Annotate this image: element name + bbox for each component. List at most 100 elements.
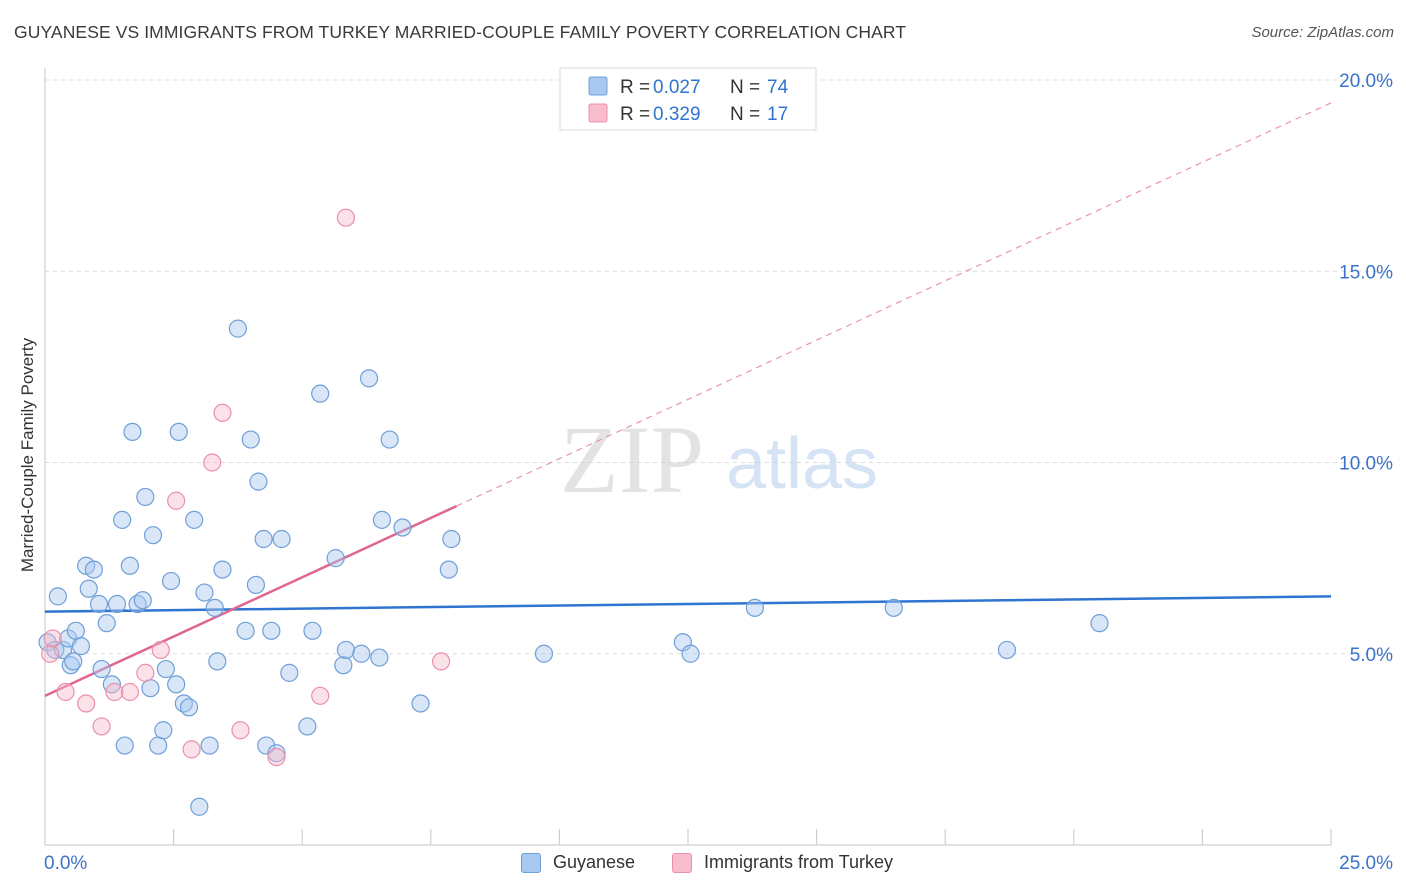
point-blue-62 [380, 430, 399, 449]
x-tick-label-1: 25.0% [1339, 853, 1393, 874]
trend-line-extension-1 [456, 102, 1332, 507]
point-blue-49 [267, 744, 286, 763]
point-blue-70 [745, 598, 764, 617]
point-pink-7 [136, 663, 155, 682]
legend-n-label-0: N = [730, 77, 760, 98]
point-pink-13 [231, 721, 250, 740]
point-blue-44 [246, 575, 266, 595]
trend-line-1 [44, 504, 458, 697]
point-blue-29 [161, 571, 181, 591]
point-blue-50 [272, 529, 291, 549]
point-blue-8 [71, 636, 91, 656]
point-blue-66 [442, 529, 461, 549]
point-blue-20 [123, 422, 142, 441]
legend-swatch-guyanese [521, 852, 541, 873]
stats-legend: R = 0.027 N = 74 R = 0.329 N = 17 [559, 67, 817, 131]
tick-labels: 5.0% 10.0% 15.0% 20.0% 0.0% 25.0% [44, 71, 1393, 874]
point-pink-14 [267, 747, 286, 767]
point-blue-10 [79, 579, 98, 598]
point-blue-23 [136, 487, 155, 507]
point-pink-4 [92, 717, 111, 736]
point-blue-72 [997, 640, 1017, 660]
legend-swatch-turkey [672, 852, 692, 873]
point-pink-6 [120, 682, 139, 702]
point-blue-57 [336, 640, 356, 660]
point-blue-18 [115, 736, 134, 755]
x-tick-label-0: 0.0% [44, 853, 87, 874]
point-blue-25 [143, 526, 163, 545]
point-pink-8 [151, 640, 170, 660]
watermark: ZIP atlas [560, 406, 878, 513]
y-tick-label-3: 20.0% [1339, 71, 1393, 92]
legend-r-value-1: 0.329 [653, 104, 701, 125]
point-pink-5 [105, 682, 124, 702]
legend-item-turkey[interactable]: Immigrants from Turkey [672, 852, 893, 873]
point-blue-6 [64, 652, 83, 671]
legend-swatch-turkey [588, 103, 608, 123]
point-blue-56 [334, 656, 353, 675]
point-blue-14 [97, 614, 116, 633]
point-pink-15 [311, 686, 330, 705]
point-blue-61 [372, 510, 392, 529]
point-blue-42 [236, 621, 255, 640]
point-pink-10 [182, 740, 201, 759]
source-label: Source: ZipAtlas.com [1251, 24, 1394, 41]
point-blue-19 [120, 556, 139, 575]
data-points [38, 208, 1109, 816]
point-blue-43 [241, 430, 260, 449]
point-blue-37 [200, 736, 219, 755]
trend-line-0 [44, 595, 1332, 613]
legend-r-label-1: R = [620, 104, 650, 125]
point-blue-54 [311, 384, 330, 403]
point-blue-48 [262, 621, 281, 640]
point-blue-33 [179, 698, 199, 717]
point-blue-71 [884, 598, 903, 617]
point-pink-3 [77, 694, 96, 713]
point-blue-28 [156, 659, 175, 679]
point-blue-52 [298, 717, 317, 736]
legend-n-value-0: 74 [767, 77, 789, 98]
point-blue-30 [167, 675, 186, 694]
point-blue-51 [280, 663, 299, 682]
point-blue-46 [254, 529, 273, 549]
point-pink-17 [336, 208, 356, 227]
axes [44, 68, 1332, 846]
point-blue-17 [113, 510, 132, 529]
point-blue-45 [249, 472, 268, 491]
point-blue-55 [326, 549, 345, 568]
legend-r-label-0: R = [620, 77, 650, 98]
point-blue-22 [133, 591, 152, 610]
point-blue-2 [48, 587, 67, 606]
legend-n-label-1: N = [730, 104, 760, 125]
point-blue-27 [154, 721, 173, 740]
point-blue-67 [534, 644, 554, 663]
legend-n-value-1: 17 [767, 104, 788, 125]
point-pink-9 [167, 491, 186, 510]
legend-label-guyanese: Guyanese [553, 852, 636, 872]
legend-item-guyanese[interactable]: Guyanese [521, 852, 635, 873]
y-tick-label-0: 5.0% [1350, 645, 1393, 666]
point-blue-40 [213, 560, 232, 579]
point-blue-64 [411, 694, 430, 713]
point-blue-36 [195, 583, 214, 602]
point-blue-53 [303, 621, 322, 640]
chart-title: GUYANESE VS IMMIGRANTS FROM TURKEY MARRI… [14, 22, 907, 42]
point-pink-12 [213, 403, 232, 422]
legend-label-turkey: Immigrants from Turkey [704, 852, 894, 872]
legend-r-value-0: 0.027 [653, 77, 701, 98]
point-pink-0 [41, 644, 60, 663]
point-blue-34 [185, 510, 204, 529]
point-blue-65 [439, 560, 458, 579]
point-blue-7 [66, 621, 85, 640]
point-blue-24 [141, 679, 160, 698]
point-blue-41 [228, 319, 247, 338]
legend-swatch-guyanese [588, 76, 608, 96]
series-legend: Guyanese Immigrants from Turkey [0, 850, 1406, 878]
point-blue-35 [190, 797, 209, 816]
point-blue-47 [257, 736, 276, 755]
point-blue-73 [1090, 614, 1109, 633]
point-blue-69 [681, 644, 700, 663]
y-tick-label-2: 15.0% [1339, 262, 1393, 283]
point-blue-60 [370, 648, 389, 667]
